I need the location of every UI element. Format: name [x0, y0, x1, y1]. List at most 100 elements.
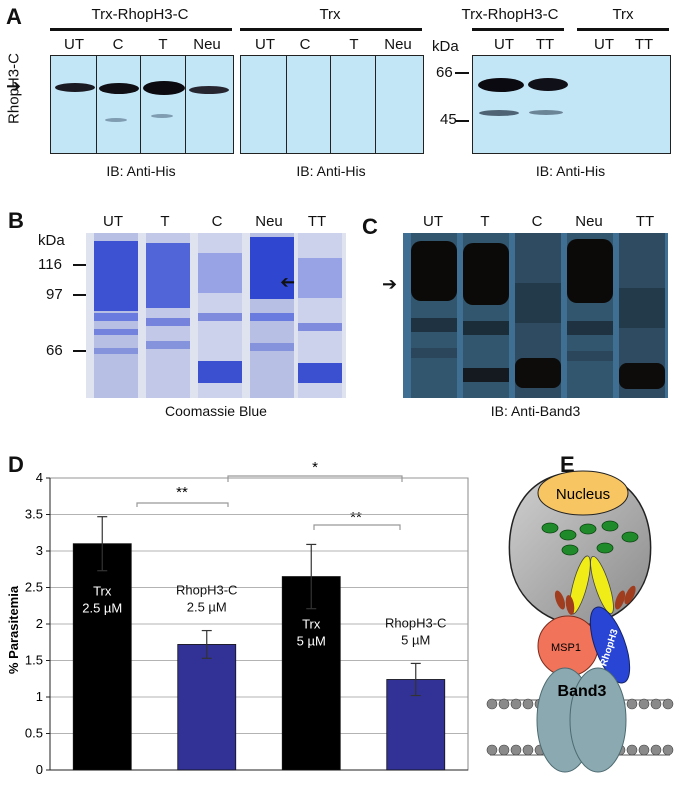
y-tick-label: 0	[36, 762, 43, 777]
lane-label: C	[531, 213, 543, 230]
bar	[177, 644, 237, 771]
tick	[73, 294, 87, 296]
lane-label: UT	[494, 36, 514, 53]
band	[479, 110, 519, 116]
lane-label: T	[480, 213, 490, 230]
y-tick-label: 3.5	[25, 507, 43, 522]
lane-label: Neu	[575, 213, 603, 230]
y-tick-label: 4	[36, 470, 43, 485]
nucleus-shape	[537, 470, 629, 516]
lane-label: C	[112, 36, 124, 53]
sig-bracket	[136, 475, 403, 530]
lane-label: T	[160, 213, 170, 230]
kda-label: kDa	[432, 38, 459, 55]
band	[99, 83, 139, 94]
y-tick-label: 2	[36, 616, 43, 631]
group3-title: Trx-RhopH3-C	[461, 6, 559, 23]
tick	[73, 264, 87, 266]
bar-label: RhopH3-C	[176, 583, 237, 598]
group2-title: Trx	[319, 6, 341, 23]
model-diagram: Nucleus MSP1 RhopH3 Band3	[486, 470, 674, 773]
bar	[72, 543, 132, 771]
bar-label: 2.5 µM	[82, 601, 122, 616]
lane-label: UT	[103, 213, 123, 230]
lane-label: Neu	[193, 36, 221, 53]
arrow-icon: ➔	[280, 272, 296, 292]
band	[151, 114, 173, 118]
lane-label: TT	[535, 36, 555, 53]
band	[105, 118, 127, 122]
micronemes	[541, 520, 639, 556]
lane-label: Neu	[255, 213, 283, 230]
msp1-label: MSP1	[551, 642, 581, 654]
tick	[73, 350, 87, 352]
band	[528, 78, 568, 91]
band	[529, 110, 563, 115]
marker-97: 97	[46, 286, 63, 303]
group1-rule	[50, 28, 232, 31]
gel-lane	[146, 233, 190, 398]
y-tick-label: 1.5	[25, 653, 43, 668]
panel-e-label: E	[560, 452, 575, 477]
blot-band3	[403, 233, 668, 398]
blot-lane	[619, 233, 665, 398]
panel-c-label: C	[362, 214, 378, 239]
caption-a1: IB: Anti-His	[106, 163, 176, 179]
kda-label: kDa	[38, 232, 65, 249]
dense-granules	[554, 585, 636, 615]
lane-label: TT	[634, 36, 654, 53]
band	[55, 83, 95, 92]
group1-title: Trx-RhopH3-C	[91, 6, 189, 23]
band	[189, 86, 229, 94]
bar-label: Trx	[302, 617, 321, 632]
blot-lane	[463, 233, 509, 398]
parasitemia-chart: % Parasitemia ** * ** 0 0.5 1 1.5 2 2.5 3 3.5 4 T…	[6, 460, 469, 777]
sig-label: *	[312, 460, 318, 476]
tick	[455, 120, 469, 122]
blot-lane	[567, 233, 613, 398]
y-axis-label: % Parasitemia	[6, 585, 21, 674]
band	[143, 81, 185, 95]
panel-a-label: A	[6, 4, 22, 29]
bar-label: Trx	[93, 584, 112, 599]
bar-label: 2.5 µM	[187, 600, 227, 615]
blot-lane	[411, 233, 457, 398]
rhoptries	[569, 555, 614, 615]
caption-b: Coomassie Blue	[165, 403, 267, 419]
group4-title: Trx	[612, 6, 634, 23]
sig-label: **	[176, 484, 188, 501]
y-tick-label: 2.5	[25, 580, 43, 595]
y-tick-label: 3	[36, 543, 43, 558]
marker-116: 116	[38, 256, 62, 273]
sig-label: **	[350, 509, 362, 526]
tick	[455, 72, 469, 74]
lane-label: T	[158, 36, 168, 53]
caption-a2: IB: Anti-His	[296, 163, 366, 179]
lane-label: UT	[255, 36, 275, 53]
blot-a1	[50, 55, 234, 154]
gel-lane	[250, 233, 294, 398]
caption-a3: IB: Anti-His	[535, 163, 606, 179]
arrow-icon: ➔	[6, 76, 22, 96]
rhoph3-shape	[589, 606, 631, 684]
blot-a3	[472, 55, 671, 154]
blot-lane	[515, 233, 561, 398]
group3-rule	[472, 28, 564, 31]
lane-label: UT	[423, 213, 443, 230]
lane-label: C	[299, 36, 311, 53]
arrow-icon: ➔	[382, 274, 398, 294]
y-tick-label: 0.5	[25, 726, 43, 741]
gel-lane	[298, 233, 342, 398]
group4-rule	[577, 28, 669, 31]
caption-c: IB: Anti-Band3	[490, 403, 581, 419]
gel-lane	[94, 233, 138, 398]
lane-label: UT	[594, 36, 614, 53]
bar-label: 5 µM	[401, 632, 430, 647]
marker-66: 66	[436, 64, 453, 81]
lane-label: C	[211, 213, 223, 230]
lane-label: TT	[307, 213, 327, 230]
marker-66: 66	[46, 342, 63, 359]
band3-shape	[569, 667, 627, 773]
lane-label: TT	[635, 213, 655, 230]
blot-a2	[240, 55, 424, 154]
